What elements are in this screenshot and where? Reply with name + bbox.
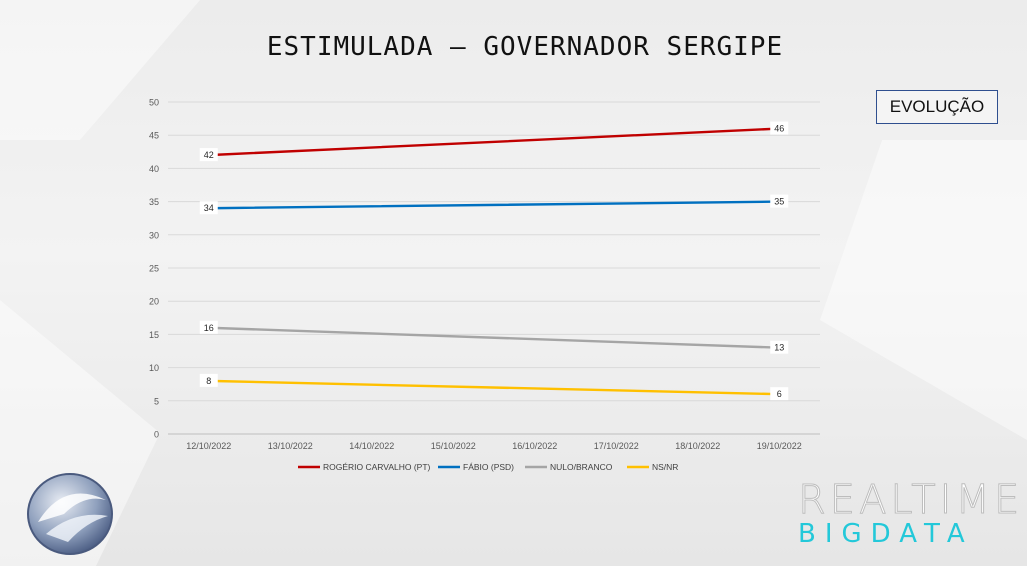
data-label: 34 <box>199 201 218 215</box>
series-line <box>207 326 781 349</box>
chart-grid <box>168 101 820 435</box>
y-tick-label: 5 <box>154 396 159 406</box>
data-label-bg <box>199 148 218 162</box>
x-tick-label: 17/10/2022 <box>594 441 639 451</box>
data-label-text: 34 <box>204 203 214 213</box>
record-logo <box>24 470 116 563</box>
data-label-text: 35 <box>774 197 784 207</box>
data-label: 13 <box>770 340 789 354</box>
chart-axes: 0 5 10 15 20 25 30 35 40 45 50 12/10/2022 13/10/2022… <box>149 98 802 452</box>
x-tick-label: 12/10/2022 <box>186 441 231 451</box>
brand-realtime-text: REALTIME <box>798 477 1024 523</box>
data-label-bg <box>770 387 789 401</box>
data-label-text: 6 <box>777 389 782 399</box>
legend-item: FÁBIO (PSD) <box>438 462 514 472</box>
y-tick-label: 15 <box>149 330 159 340</box>
x-tick-label: 13/10/2022 <box>268 441 313 451</box>
data-label-text: 42 <box>204 150 214 160</box>
x-tick-label: 14/10/2022 <box>349 441 394 451</box>
series-line <box>207 127 781 157</box>
legend-label: NS/NR <box>652 462 678 472</box>
data-label-text: 8 <box>206 376 211 386</box>
y-tick-label: 0 <box>154 430 159 440</box>
y-tick-label: 45 <box>149 131 159 141</box>
legend-label: ROGÉRIO CARVALHO (PT) <box>323 462 431 472</box>
data-label-text: 13 <box>774 343 784 353</box>
x-tick-label: 15/10/2022 <box>431 441 476 451</box>
data-label: 46 <box>770 121 789 135</box>
y-tick-label: 30 <box>149 230 159 240</box>
data-label: 8 <box>199 373 218 387</box>
data-label: 42 <box>199 148 218 162</box>
x-tick-label: 18/10/2022 <box>675 441 720 451</box>
chart-legend: ROGÉRIO CARVALHO (PT) FÁBIO (PSD) NULO/BRA… <box>298 462 678 472</box>
data-label-text: 46 <box>774 124 784 134</box>
data-label: 6 <box>770 387 789 401</box>
legend-item: ROGÉRIO CARVALHO (PT) <box>298 462 431 472</box>
data-label-bg <box>199 201 218 215</box>
data-label-text: 16 <box>204 323 214 333</box>
x-tick-label: 19/10/2022 <box>757 441 802 451</box>
legend-label: FÁBIO (PSD) <box>463 462 514 472</box>
data-label: 16 <box>199 320 218 334</box>
series-line <box>207 200 781 210</box>
y-tick-label: 50 <box>149 98 159 108</box>
y-tick-label: 35 <box>149 197 159 207</box>
chart-data-labels: 42 46 34 35 16 13 8 6 <box>199 121 789 401</box>
x-tick-label: 16/10/2022 <box>512 441 557 451</box>
y-tick-label: 25 <box>149 264 159 274</box>
data-label-bg <box>770 194 789 208</box>
realtime-bigdata-logo: REALTIME BIGDATA <box>798 477 1024 549</box>
y-tick-label: 20 <box>149 297 159 307</box>
y-tick-label: 40 <box>149 164 159 174</box>
data-label-bg <box>770 121 789 135</box>
chart-series <box>207 127 781 396</box>
page-title: ESTIMULADA – GOVERNADOR SERGIPE <box>266 32 784 62</box>
data-label: 35 <box>770 194 789 208</box>
legend-item: NULO/BRANCO <box>525 462 613 472</box>
y-tick-label: 10 <box>149 363 159 373</box>
evolution-badge: EVOLUÇÃO <box>876 90 998 124</box>
legend-label: NULO/BRANCO <box>550 462 613 472</box>
legend-item: NS/NR <box>627 462 678 472</box>
data-label-bg <box>199 320 218 334</box>
data-label-bg <box>770 340 789 354</box>
series-line <box>207 379 781 396</box>
brand-bigdata-text: BIGDATA <box>798 519 974 549</box>
data-label-bg <box>199 373 218 387</box>
